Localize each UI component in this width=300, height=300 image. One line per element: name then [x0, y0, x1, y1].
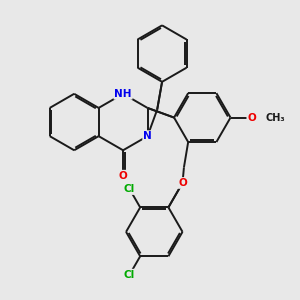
- Text: N: N: [143, 131, 152, 141]
- Text: Cl: Cl: [124, 270, 135, 280]
- Text: O: O: [247, 112, 256, 123]
- Text: Cl: Cl: [124, 184, 135, 194]
- Text: NH: NH: [114, 89, 132, 99]
- Text: O: O: [178, 178, 187, 188]
- Text: O: O: [119, 171, 128, 181]
- Text: CH₃: CH₃: [266, 112, 285, 123]
